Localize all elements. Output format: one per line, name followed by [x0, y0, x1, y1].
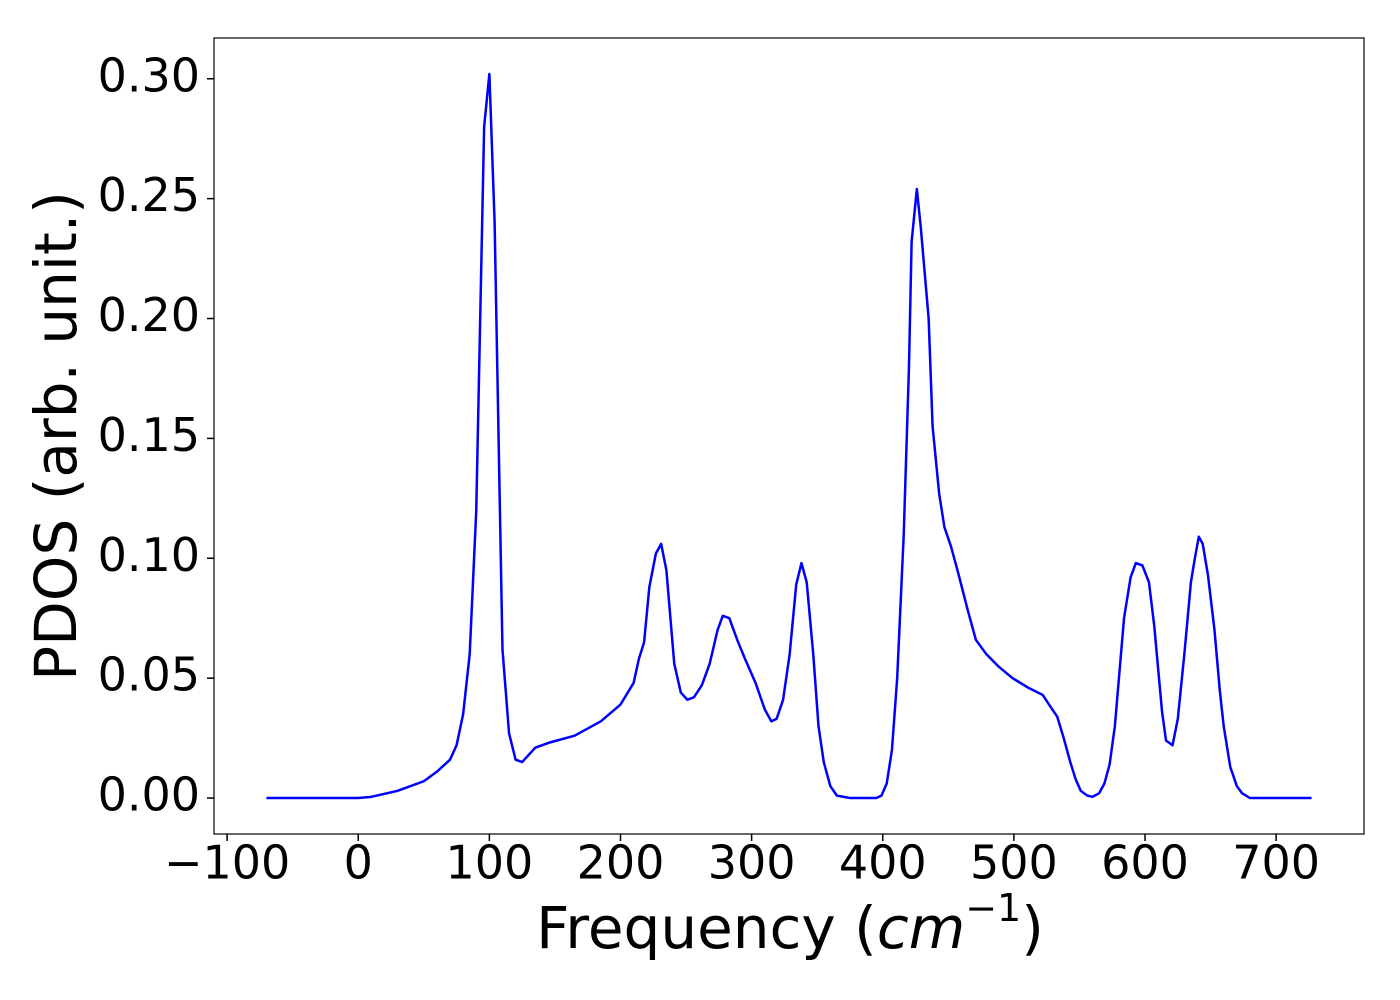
y-axis-label: PDOS (arb. unit.) — [22, 191, 90, 681]
y-tick-label: 0.25 — [98, 168, 200, 222]
y-tick-label: 0.30 — [98, 48, 200, 102]
x-tick-label: 200 — [577, 836, 665, 890]
x-tick-label: −100 — [164, 836, 290, 890]
y-tick-label: 0.20 — [98, 288, 200, 342]
y-tick-label: 0.15 — [98, 408, 200, 462]
x-tick-label: 600 — [1101, 836, 1189, 890]
x-axis-label: Frequency (cm−1) — [536, 886, 1044, 963]
x-tick-label: 0 — [344, 836, 373, 890]
plot-frame — [213, 37, 1365, 835]
x-tick-label: 400 — [839, 836, 927, 890]
y-tick-label: 0.05 — [98, 648, 200, 702]
line-series — [266, 72, 1312, 800]
x-label-text: Frequency ( — [536, 894, 877, 962]
y-tick-label: 0.00 — [98, 768, 200, 822]
y-tick-label: 0.10 — [98, 528, 200, 582]
x-tick-label: 100 — [445, 836, 533, 890]
x-label-exponent: −1 — [965, 886, 1021, 930]
x-tick-label: 500 — [970, 836, 1058, 890]
x-tick-label: 700 — [1232, 836, 1320, 890]
x-tick-label: 300 — [708, 836, 796, 890]
x-label-close: ) — [1021, 894, 1044, 962]
x-label-unit: cm — [877, 894, 965, 962]
